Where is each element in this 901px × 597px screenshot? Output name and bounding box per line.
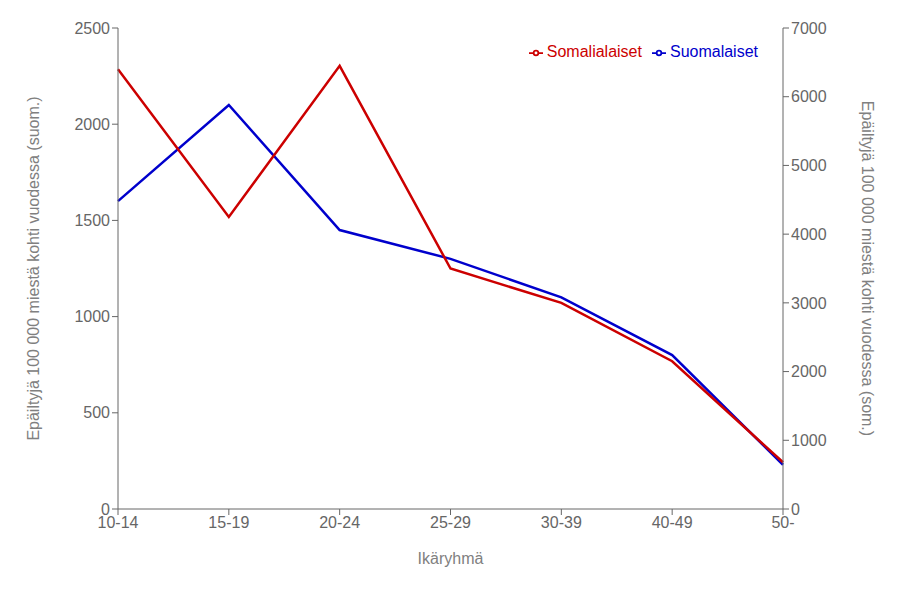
svg-text:2000: 2000: [74, 116, 110, 133]
html-text:Somalialaiset: Somalialaiset: [546, 43, 642, 60]
svg-text:50-: 50-: [771, 514, 795, 532]
svg-text:15-19: 15-19: [208, 514, 249, 531]
svg-text:4000: 4000: [791, 226, 827, 243]
svg-text:40-49: 40-49: [652, 514, 693, 531]
html-text:Suomalaiset: Suomalaiset: [670, 43, 758, 60]
svg-text:Epäiltyjä 100 000 miestä kohti: Epäiltyjä 100 000 miestä kohti vuodessa …: [859, 101, 876, 436]
svg-text:7000: 7000: [791, 20, 827, 37]
svg-text:Ikäryhmä: Ikäryhmä: [418, 550, 484, 567]
svg-text:1500: 1500: [74, 212, 110, 229]
svg-text:2000: 2000: [791, 363, 827, 380]
svg-text:30-39: 30-39: [541, 514, 582, 531]
svg-text:25-29: 25-29: [430, 514, 471, 531]
svg-text:500: 500: [83, 404, 110, 421]
svg-text:1000: 1000: [74, 308, 110, 325]
svg-text:6000: 6000: [791, 88, 827, 105]
svg-text:0: 0: [791, 501, 800, 518]
svg-text:0: 0: [101, 501, 110, 518]
svg-text:1000: 1000: [791, 432, 827, 449]
svg-text:10-14: 10-14: [97, 514, 139, 532]
svg-text:20-24: 20-24: [319, 514, 360, 531]
svg-text:2500: 2500: [74, 20, 110, 37]
svg-text:3000: 3000: [791, 295, 827, 312]
svg-text:Epäiltyjä 100 000 miestä kohti: Epäiltyjä 100 000 miestä kohti vuodessa …: [25, 96, 42, 440]
svg-text:5000: 5000: [791, 157, 827, 174]
